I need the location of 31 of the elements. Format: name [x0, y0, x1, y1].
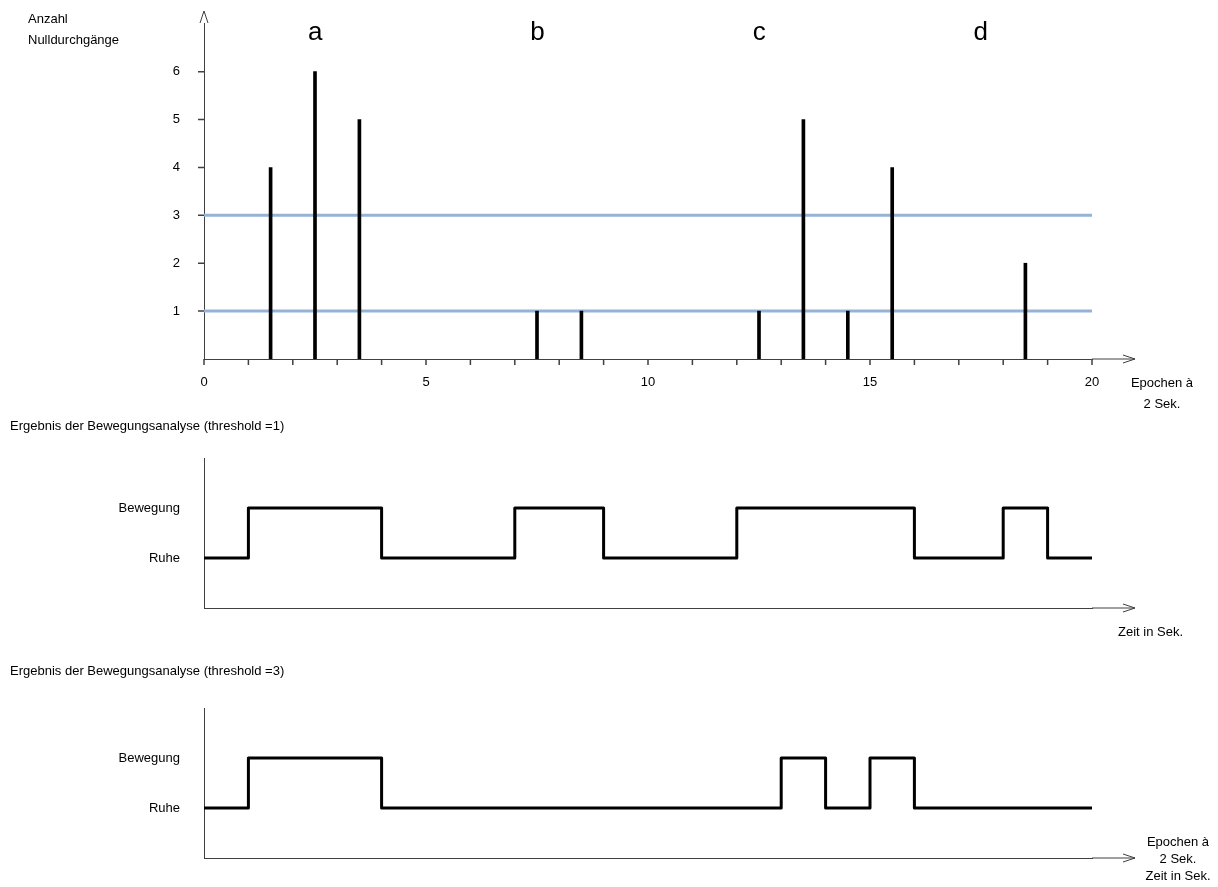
- y-tick-label: 3: [172, 206, 180, 222]
- chart-title: Ergebnis der Bewegungsanalyse (threshold =3): [10, 662, 285, 680]
- annotation: a: [307, 16, 323, 47]
- x-axis-title: Zeit in Sek.: [1144, 867, 1212, 884]
- text: Bewegung: [118, 499, 180, 515]
- y-axis-title: Anzahl Nulldurchgänge: [28, 10, 121, 49]
- bar: [313, 71, 317, 359]
- annotation: b: [530, 16, 545, 47]
- x-tick-label: 10: [640, 374, 656, 390]
- x-tick-label: 15: [862, 374, 878, 390]
- annotation: d: [973, 16, 989, 47]
- annotation: c: [752, 16, 766, 47]
- y-tick-label: 5: [172, 111, 180, 127]
- y-tick-label: 2: [172, 254, 180, 270]
- bar: [757, 310, 761, 359]
- x-tick-label: 5: [422, 374, 430, 390]
- text: Bewegung: [118, 749, 180, 765]
- text: Ruhe: [148, 799, 180, 815]
- bar: [890, 167, 895, 359]
- x-axis-title: Epochen à 2 Sek.: [1130, 374, 1194, 413]
- y-tick-label: 6: [172, 63, 180, 79]
- bar: [845, 310, 850, 359]
- y-tick-label: 4: [172, 159, 180, 175]
- x-tick-label: 20: [1084, 374, 1100, 390]
- y-tick-label: 1: [172, 302, 180, 318]
- bar: [535, 310, 539, 359]
- text: Ruhe: [148, 549, 180, 565]
- chart-title: Ergebnis der Bewegungsanalyse (threshold =1): [10, 417, 285, 435]
- x-tick-label: 0: [200, 374, 208, 390]
- text: Epochen à 2 Sek.: [1146, 833, 1210, 867]
- x-axis-title: Zeit in Sek.: [1118, 623, 1184, 641]
